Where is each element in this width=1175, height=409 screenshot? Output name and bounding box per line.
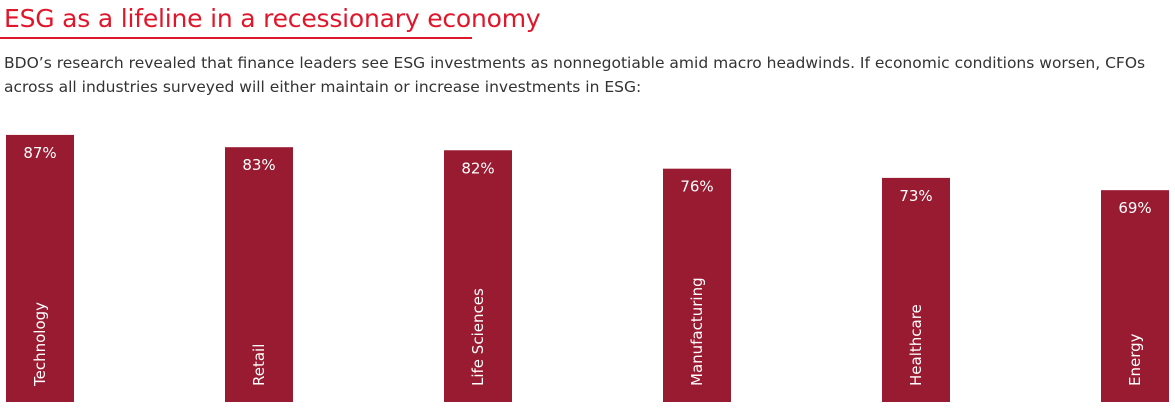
bar <box>444 150 512 402</box>
value-label: 69% <box>1118 199 1151 217</box>
category-label: Technology <box>31 302 49 387</box>
title-rule <box>0 37 472 39</box>
category-label: Energy <box>1126 333 1144 386</box>
chart-subtitle: BDO’s research revealed that finance lea… <box>4 54 1146 96</box>
bar <box>882 177 950 402</box>
value-label: 73% <box>899 187 932 205</box>
category-label: Retail <box>250 344 268 386</box>
value-label: 87% <box>23 144 56 162</box>
bar <box>1101 190 1169 402</box>
category-label: Manufacturing <box>688 277 706 386</box>
category-label: Healthcare <box>907 304 925 386</box>
chart-title: ESG as a lifeline in a recessionary econ… <box>4 4 541 33</box>
bar <box>663 168 731 402</box>
bar <box>225 147 293 402</box>
value-label: 82% <box>461 159 494 177</box>
value-label: 76% <box>680 178 713 196</box>
category-label: Life Sciences <box>469 288 487 386</box>
value-label: 83% <box>242 156 275 174</box>
bar <box>6 134 74 402</box>
